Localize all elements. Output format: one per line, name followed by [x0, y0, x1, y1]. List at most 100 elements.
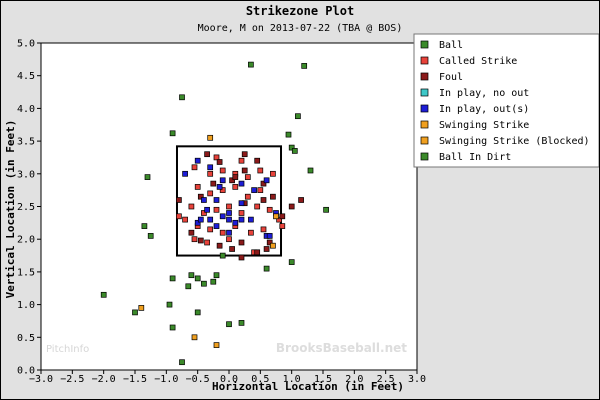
y-tick-label: 4.5	[17, 71, 35, 82]
x-tick-label: −3.0	[29, 374, 53, 385]
pitch-point-in-play-out-s	[219, 213, 226, 220]
pitch-point-called-strike	[182, 216, 188, 223]
pitch-point-foul	[298, 197, 304, 203]
pitch-point-in-play-out-s	[213, 223, 220, 229]
pitch-point-foul	[238, 239, 245, 246]
legend-label: In play, out(s)	[439, 104, 529, 115]
pitch-point-ball	[288, 259, 295, 265]
pitch-point-called-strike	[276, 216, 282, 223]
pitch-point-in-play-out-s	[194, 157, 201, 164]
pitch-point-called-strike	[207, 170, 214, 177]
pitch-point-in-play-out-s	[248, 216, 254, 223]
pitch-point-in-play-out-s	[197, 216, 204, 223]
pitch-point-called-strike	[188, 203, 195, 210]
pitch-point-swinging-strike	[138, 305, 145, 311]
pitch-point-foul	[260, 197, 267, 203]
pitch-point-ball	[213, 272, 220, 279]
x-tick-label: 0.0	[220, 374, 238, 385]
legend-label: Foul	[439, 72, 463, 83]
legend-swatch	[420, 88, 429, 97]
pitch-point-in-play-out-s	[182, 170, 188, 177]
pitch-point-foul	[241, 151, 248, 158]
pitch-point-called-strike	[191, 236, 198, 243]
pitch-point-foul	[197, 193, 204, 200]
pitch-point-in-play-out-s	[207, 164, 214, 171]
x-axis-label: Horizontal Location (in Feet)	[212, 380, 404, 393]
pitch-point-ball	[141, 223, 148, 229]
legend-label: Swinging Strike	[439, 120, 529, 131]
pitch-point-called-strike	[238, 157, 245, 164]
pitch-point-swinging-strike	[273, 213, 279, 220]
pitch-point-ball	[194, 309, 201, 316]
pitch-point-called-strike	[257, 187, 264, 193]
x-tick-label: −1.0	[154, 374, 178, 385]
pitch-point-called-strike	[201, 210, 207, 216]
pitch-point-ball	[144, 174, 151, 180]
legend-swatch	[420, 40, 429, 49]
y-tick-label: 0.5	[17, 333, 35, 344]
pitch-point-foul	[229, 246, 235, 252]
pitch-point-foul	[197, 237, 204, 244]
pitch-point-called-strike	[257, 167, 264, 174]
legend: Ball Called Strike Foul In play, no out In p…	[413, 33, 599, 168]
pitch-point-called-strike	[219, 187, 226, 193]
pitch-point-ball	[166, 301, 173, 308]
y-tick-label: 1.0	[17, 300, 35, 311]
pitch-point-foul	[176, 197, 182, 203]
pitch-point-in-play-out-s	[226, 229, 232, 236]
x-tick-label: 1.0	[283, 374, 301, 385]
pitch-point-called-strike	[213, 206, 220, 213]
pitch-point-ball	[201, 280, 207, 287]
pitch-point-in-play-out-s	[213, 197, 220, 203]
pitch-point-foul	[279, 213, 286, 220]
pitch-point-foul	[288, 203, 295, 210]
pitch-point-foul	[216, 242, 223, 249]
pitch-point-called-strike	[244, 174, 251, 180]
y-axis-label: Vertical Location (in Feet)	[4, 120, 17, 299]
pitch-point-called-strike	[226, 236, 232, 243]
pitch-point-in-play-out-s	[219, 177, 226, 184]
legend-swatch	[420, 120, 429, 129]
pitch-point-in-play-out-s	[263, 177, 270, 184]
pitch-point-called-strike	[219, 229, 226, 236]
pitch-point-foul	[254, 157, 261, 164]
x-tick-label: 2.5	[377, 374, 395, 385]
pitch-point-in-play-out-s	[207, 216, 214, 223]
legend-label: Ball	[439, 40, 463, 51]
pitch-point-called-strike	[207, 226, 214, 233]
pitch-point-in-play-out-s	[216, 184, 223, 190]
legend-label: Called Strike	[439, 56, 517, 67]
pitch-point-ball	[179, 359, 185, 366]
legend-label: In play, no out	[439, 88, 529, 99]
pitch-point-foul	[270, 193, 276, 200]
pitch-point-foul	[263, 246, 270, 252]
y-tick-label: 4.0	[17, 104, 35, 115]
pitch-point-foul	[238, 254, 245, 261]
pitch-point-called-strike	[279, 223, 286, 229]
pitch-point-in-play-out-s	[251, 187, 257, 193]
pitch-point-ball	[188, 272, 195, 279]
pitch-point-ball	[179, 94, 185, 101]
pitch-point-ball	[147, 233, 154, 239]
pitch-point-ball	[210, 278, 217, 285]
x-tick-label: −1.5	[123, 374, 147, 385]
pitch-point-ball	[301, 63, 308, 69]
pitch-point-ball	[100, 291, 107, 298]
watermark-right: BrooksBaseball.net	[276, 341, 407, 355]
pitch-point-called-strike	[207, 190, 214, 197]
pitch-point-called-strike	[176, 213, 182, 220]
pitch-point-in-play-out-s	[226, 216, 232, 223]
pitch-point-swinging-strike	[213, 342, 220, 348]
pitch-point-called-strike	[219, 167, 226, 174]
pitch-point-called-strike	[270, 170, 276, 177]
pitch-point-ball	[295, 113, 301, 120]
pitch-point-ball	[219, 252, 226, 259]
pitch-point-foul	[266, 239, 273, 246]
pitch-point-ball	[263, 265, 270, 272]
pitch-point-foul	[254, 249, 261, 256]
watermark-left: PitchInfo	[46, 344, 89, 355]
x-tick-label: −0.5	[186, 374, 210, 385]
pitch-point-foul	[210, 180, 217, 187]
